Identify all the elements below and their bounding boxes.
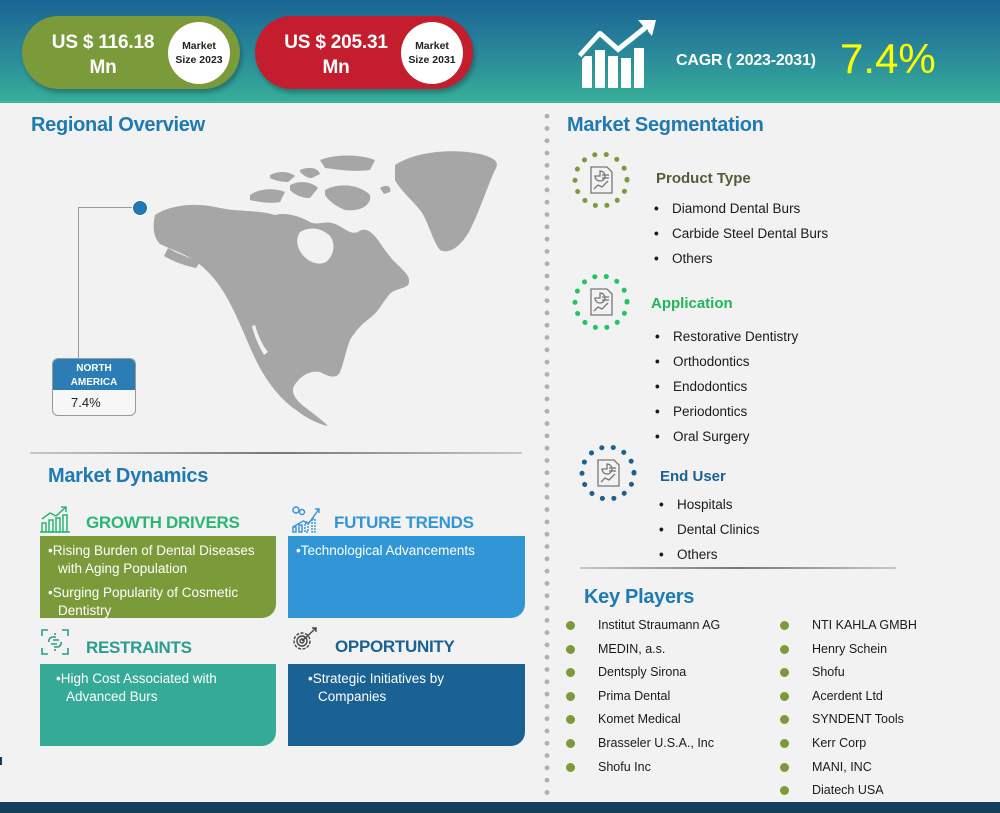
value-unit: Mn — [322, 57, 350, 78]
segment-item: Oral Surgery — [655, 424, 798, 449]
segment-item: Others — [654, 246, 828, 271]
region-name: NORTH AMERICA — [53, 359, 135, 390]
key-player-item: Shofu — [780, 661, 917, 685]
edge-marker — [0, 757, 2, 765]
report-chart-icon — [572, 151, 630, 209]
north-america-map — [153, 151, 497, 426]
header-banner: US $ 116.18 Mn Market Size 2023 US $ 205… — [0, 0, 1000, 103]
key-player-item: Brasseler U.S.A., Inc — [566, 732, 720, 756]
badge-line: Size 2023 — [175, 54, 223, 66]
value-line: US $ 116.18 — [51, 32, 155, 53]
restraints-heading: RESTRAINTS — [86, 638, 192, 657]
segment-item: Carbide Steel Dental Burs — [654, 221, 828, 246]
badge-line: Size 2031 — [408, 54, 456, 66]
market-size-2023-value: US $ 116.18 Mn — [38, 30, 168, 80]
key-players-column-2: NTI KAHLA GMBH Henry Schein Shofu Acerde… — [780, 614, 917, 803]
growth-driver-item: Surging Popularity of Cosmetic Dentistry — [48, 584, 266, 618]
segment-item: Diamond Dental Burs — [654, 196, 828, 221]
region-cagr-value: 7.4% — [71, 395, 101, 410]
opportunity-heading: OPPORTUNITY — [335, 637, 455, 656]
cagr-value: 7.4% — [840, 35, 936, 82]
opportunity-item: Strategic Initiatives by Companies — [296, 670, 515, 706]
region-marker-dot[interactable] — [132, 200, 148, 216]
future-trends-box: Technological Advancements — [288, 536, 525, 618]
key-player-item: Shofu Inc — [566, 756, 720, 780]
key-player-item: MANI, INC — [780, 756, 917, 780]
market-size-2031-badge: Market Size 2031 — [401, 22, 463, 84]
growth-driver-item: Rising Burden of Dental Diseases with Ag… — [48, 542, 266, 578]
vertical-dotted-divider — [544, 110, 550, 805]
key-player-item: Henry Schein — [780, 638, 917, 662]
segment-item: Others — [659, 542, 760, 567]
key-players-column-1: Institut Straumann AG MEDIN, a.s. Dentsp… — [566, 614, 720, 779]
key-player-item: Diatech USA — [780, 779, 917, 803]
segment-item: Orthodontics — [655, 349, 798, 374]
market-size-2031-pill: US $ 205.31 Mn Market Size 2031 — [255, 16, 473, 89]
value-line: US $ 205.31 — [284, 32, 388, 53]
map-connector-line — [78, 207, 136, 208]
key-player-item: Acerdent Ltd — [780, 685, 917, 709]
future-trends-heading: FUTURE TRENDS — [334, 513, 474, 532]
key-player-item: Dentsply Sirona — [566, 661, 720, 685]
future-trend-item: Technological Advancements — [296, 542, 515, 560]
segment-item: Periodontics — [655, 399, 798, 424]
badge-line: Market — [182, 40, 216, 52]
trend-analysis-icon — [292, 506, 320, 533]
segment-item: Dental Clinics — [659, 517, 760, 542]
broken-link-icon — [41, 629, 69, 655]
market-size-2023-pill: US $ 116.18 Mn Market Size 2023 — [22, 16, 240, 89]
market-segmentation-title: Market Segmentation — [567, 114, 764, 136]
key-player-item: Kerr Corp — [780, 732, 917, 756]
restraints-box: High Cost Associated with Advanced Burs — [40, 664, 276, 746]
market-size-2023-badge: Market Size 2023 — [168, 22, 230, 84]
key-player-item: Komet Medical — [566, 708, 720, 732]
footer-bar — [0, 802, 1000, 813]
region-card-north-america[interactable]: NORTH AMERICA 7.4% — [52, 358, 136, 416]
key-player-item: SYNDENT Tools — [780, 708, 917, 732]
segment-item: Endodontics — [655, 374, 798, 399]
badge-line: Market — [415, 40, 449, 52]
key-player-item: Prima Dental — [566, 685, 720, 709]
value-unit: Mn — [89, 57, 117, 78]
segment-title-end-user: End User — [660, 468, 726, 485]
segment-list-product-type: Diamond Dental Burs Carbide Steel Dental… — [654, 196, 828, 271]
segment-item: Hospitals — [659, 492, 760, 517]
key-player-item: Institut Straumann AG — [566, 614, 720, 638]
key-players-title: Key Players — [584, 586, 695, 608]
gear-target-icon — [293, 627, 317, 650]
growth-chart-icon — [578, 20, 656, 88]
segment-list-end-user: Hospitals Dental Clinics Others — [659, 492, 760, 567]
segment-title-product-type: Product Type — [656, 170, 751, 187]
key-player-item: NTI KAHLA GMBH — [780, 614, 917, 638]
growth-drivers-heading: GROWTH DRIVERS — [86, 513, 240, 532]
section-divider — [580, 567, 896, 569]
section-divider — [30, 452, 522, 454]
opportunity-box: Strategic Initiatives by Companies — [288, 664, 525, 746]
regional-overview-title: Regional Overview — [31, 114, 205, 136]
report-chart-icon — [579, 444, 637, 502]
segment-item: Restorative Dentistry — [655, 324, 798, 349]
segment-list-application: Restorative Dentistry Orthodontics Endod… — [655, 324, 798, 449]
map-connector-line — [78, 207, 79, 361]
market-dynamics-title: Market Dynamics — [48, 465, 209, 487]
market-size-2031-value: US $ 205.31 Mn — [271, 30, 401, 80]
report-chart-icon — [572, 273, 630, 331]
segment-title-application: Application — [651, 295, 733, 312]
bar-chart-growth-icon — [40, 506, 70, 533]
restraint-item: High Cost Associated with Advanced Burs — [48, 670, 266, 706]
growth-drivers-box: Rising Burden of Dental Diseases with Ag… — [40, 536, 276, 618]
cagr-label: CAGR ( 2023-2031) — [676, 52, 816, 69]
key-player-item: MEDIN, a.s. — [566, 638, 720, 662]
